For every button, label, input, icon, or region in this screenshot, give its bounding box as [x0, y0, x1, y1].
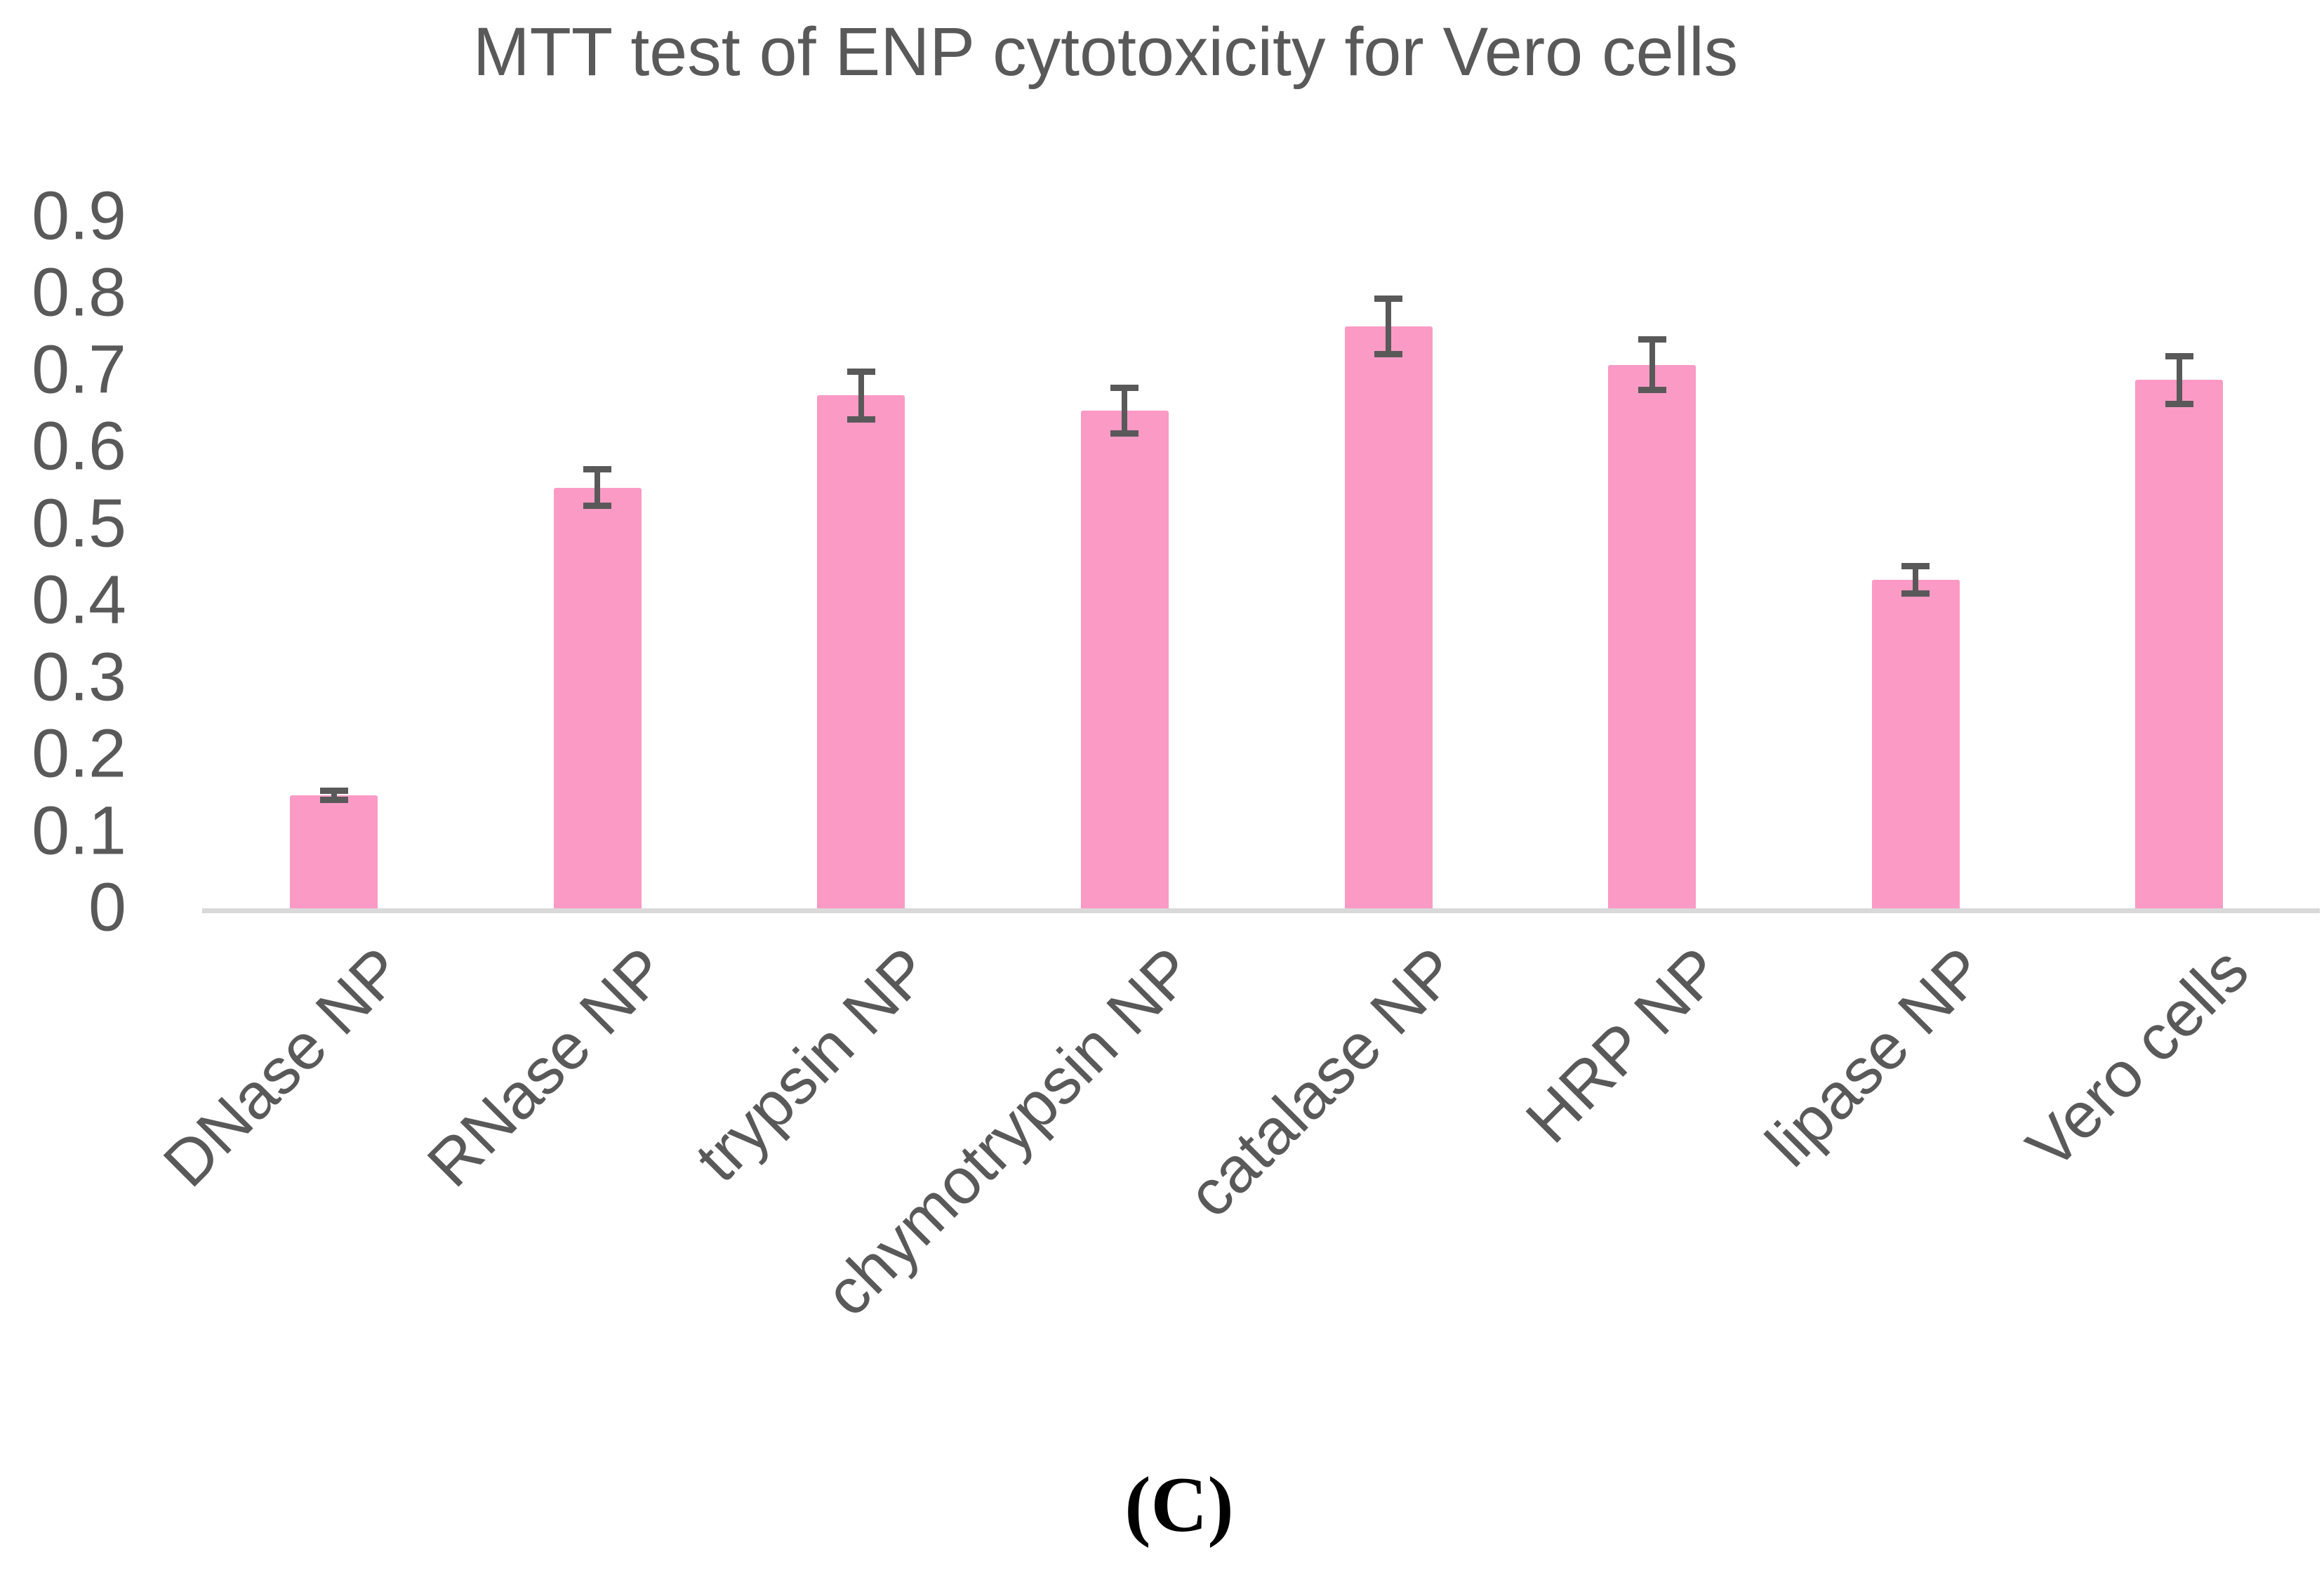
y-tick-label: 0: [88, 868, 126, 946]
error-bar: [1386, 296, 1392, 357]
error-bar: [1649, 336, 1655, 394]
error-bar: [595, 466, 601, 510]
bar: [1344, 326, 1433, 910]
x-tick-label: HRP NP: [1512, 934, 1735, 1157]
bar: [553, 487, 642, 910]
error-bar-cap: [1110, 430, 1139, 437]
bar: [1871, 580, 1960, 910]
x-tick-label: Vero cells: [2013, 934, 2262, 1183]
bar: [1608, 364, 1696, 910]
panel-caption: (C): [1124, 1461, 1234, 1549]
bar: [2135, 380, 2224, 910]
error-bar-cap: [846, 369, 875, 376]
error-bar-cap: [1374, 296, 1403, 302]
y-tick-label: 0.1: [32, 792, 126, 869]
error-bar-cap: [319, 796, 348, 803]
error-bar-cap: [1638, 336, 1666, 343]
error-bar-cap: [1374, 350, 1403, 357]
y-tick-label: 0.5: [32, 484, 126, 562]
x-tick-label: lipase NP: [1752, 934, 1999, 1181]
error-bar-cap: [846, 416, 875, 423]
x-tick-label: RNase NP: [413, 934, 680, 1201]
y-tick-label: 0.4: [32, 561, 126, 638]
y-tick-label: 0.6: [32, 407, 126, 484]
error-bar-cap: [319, 787, 348, 794]
y-tick-label: 0.8: [32, 253, 126, 331]
y-tick-label: 0.7: [32, 331, 126, 408]
error-bar-cap: [1901, 563, 1930, 570]
bar: [817, 395, 905, 910]
x-tick-label: catalase NP: [1174, 934, 1471, 1231]
y-tick-label: 0.3: [32, 638, 126, 715]
error-bar: [1913, 563, 1919, 597]
error-bar: [2176, 353, 2182, 407]
error-bar: [858, 369, 864, 423]
bar: [1080, 411, 1169, 910]
error-bar-cap: [2165, 353, 2193, 360]
y-tick-label: 0.2: [32, 715, 126, 792]
error-bar-cap: [583, 466, 612, 473]
x-tick-label: trypsin NP: [682, 934, 944, 1195]
error-bar: [1122, 385, 1128, 437]
error-bar-cap: [2165, 400, 2193, 407]
x-tick-label: DNase NP: [150, 934, 417, 1201]
y-tick-label: 0.9: [32, 177, 126, 254]
x-axis-line: [202, 908, 2320, 913]
error-bar-cap: [583, 503, 612, 510]
error-bar: [331, 787, 337, 803]
error-bar-cap: [1638, 387, 1666, 394]
bar: [290, 795, 378, 910]
error-bar-cap: [1110, 385, 1139, 392]
error-bar-cap: [1901, 590, 1930, 597]
chart-title: MTT test of ENP cytotoxicity for Vero ce…: [472, 13, 1739, 90]
